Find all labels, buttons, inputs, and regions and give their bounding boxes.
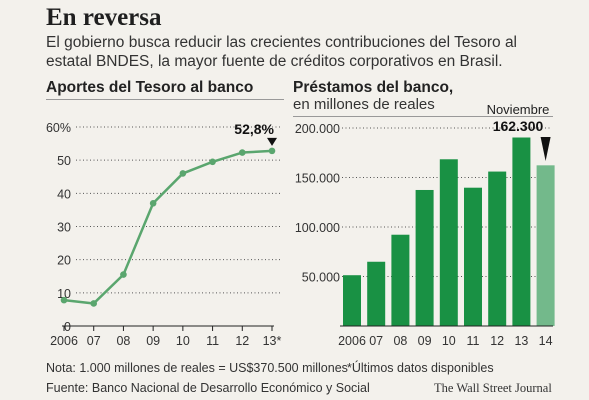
line-point	[120, 271, 127, 278]
page-title: En reversa	[46, 4, 162, 31]
bar-x-tick-label: 11	[467, 334, 480, 348]
line-x-tick-label: 13*	[263, 334, 282, 348]
line-point	[238, 149, 246, 156]
bar-x-tick-label: 09	[418, 334, 432, 348]
latest-data-note: *Últimos datos disponibles	[347, 361, 494, 375]
line-x-tick-label: 12	[235, 334, 249, 348]
bar-chart-title-rule	[293, 116, 553, 117]
line-y-tick-label: 50	[57, 154, 71, 168]
bar-x-tick-label: 07	[369, 334, 383, 348]
line-y-tick-label: 20	[57, 254, 71, 268]
publisher-credit: The Wall Street Journal	[434, 381, 552, 395]
bar	[512, 137, 531, 326]
bar	[415, 189, 434, 326]
line-x-tick-label: 10	[176, 334, 190, 348]
bar	[439, 159, 458, 326]
bar-y-tick-label: 50.000	[302, 271, 340, 285]
bar	[367, 261, 386, 326]
currency-note: Nota: 1.000 millones de reales = US$370.…	[46, 361, 348, 375]
bar-y-tick-label: 200.000	[295, 122, 340, 136]
page-subtitle: El gobierno busca reducir las crecientes…	[46, 34, 518, 70]
line-annotation-label: 52,8%	[234, 121, 274, 137]
line-point	[149, 199, 157, 207]
line-x-tick-label: 2006	[50, 334, 78, 348]
bar-y-tick-label: 150.000	[295, 172, 340, 186]
bar-y-tick-label: 100.000	[295, 221, 340, 235]
line-y-tick-label: 0	[64, 320, 71, 334]
line-point	[60, 296, 68, 304]
line-chart-title: Aportes del Tesoro al banco	[46, 79, 254, 96]
line-point	[179, 170, 187, 177]
line-y-tick-label: 30	[57, 221, 71, 235]
line-chart-title-rule	[46, 99, 284, 100]
line-x-tick-label: 11	[206, 334, 219, 348]
line-x-tick-label: 08	[116, 334, 130, 348]
bar-annotation-pointer	[540, 137, 551, 161]
bar-x-tick-label: 14	[539, 334, 553, 348]
line-y-tick-label: 60%	[46, 121, 71, 135]
source-note: Fuente: Banco Nacional de Desarrollo Eco…	[46, 381, 370, 395]
bar-annotation-label: Noviembre	[487, 102, 550, 117]
line-y-tick-label: 10	[57, 287, 71, 301]
line-x-tick-label: 09	[146, 334, 160, 348]
bar	[391, 234, 410, 326]
bar-x-tick-label: 12	[490, 334, 504, 348]
bar	[536, 165, 555, 326]
line-point	[90, 300, 98, 307]
line-y-tick-label: 40	[57, 187, 71, 201]
bar-x-tick-label: 13	[514, 334, 528, 348]
bar	[464, 187, 482, 326]
line-series	[63, 149, 273, 305]
bar	[343, 275, 361, 326]
line-annotation-pointer	[267, 137, 277, 146]
line-x-tick-label: 07	[87, 334, 101, 348]
line-point	[268, 147, 276, 155]
bar-chart-subtitle: en millones de reales	[293, 96, 435, 113]
line-point	[209, 158, 216, 166]
bar-x-tick-label: 10	[442, 334, 456, 348]
bar-annotation-value: 162.300	[493, 118, 544, 134]
bar	[488, 171, 507, 326]
bar-chart-title: Préstamos del banco,	[293, 79, 454, 96]
bar-x-tick-label: 2006	[338, 334, 366, 348]
bar-x-tick-label: 08	[393, 334, 407, 348]
